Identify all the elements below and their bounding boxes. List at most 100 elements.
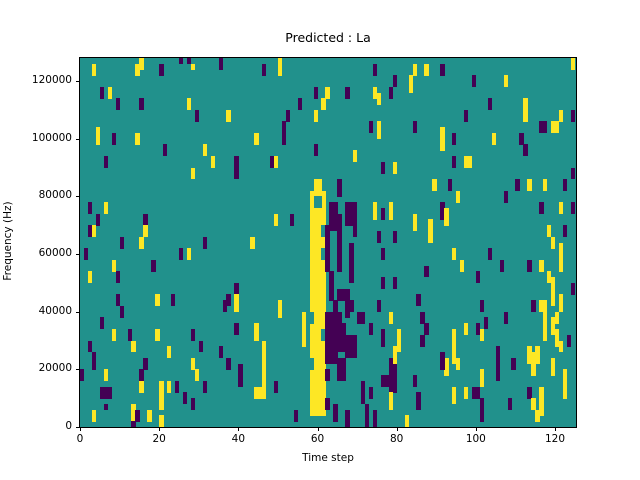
heatmap-cell [325,311,342,324]
heatmap-cell [273,156,279,168]
heatmap-cell [388,375,398,393]
heatmap-cell [218,58,223,70]
heatmap-cell [547,271,552,284]
heatmap-cell [190,398,196,411]
x-tick-label: 100 [465,433,486,445]
x-tick-mark [475,427,477,431]
heatmap-cell [388,311,394,324]
heatmap-cell [539,259,544,272]
heatmap-cell [131,403,136,422]
heatmap-cell [420,311,425,324]
heatmap-cell [503,75,508,88]
y-tick-label: 120000 [31,74,72,87]
heatmap-cell [337,357,342,376]
heatmap-cell [503,311,508,324]
heatmap-cell [503,190,508,203]
heatmap-cell [428,219,433,243]
x-tick-mark [238,427,240,431]
heatmap-cell [325,323,330,359]
heatmap-cell [535,346,540,364]
heatmap-cell [491,132,497,145]
heatmap-cell [543,179,548,191]
heatmap-cell [372,202,378,220]
heatmap-cell [558,294,564,313]
x-tick-label: 0 [76,433,84,445]
heatmap-cell [412,63,417,76]
heatmap-cell [321,98,326,111]
y-tick-label: 40000 [38,304,72,317]
heatmap-cell [210,156,215,168]
heatmap-cell [115,98,120,111]
heatmap-cell [349,242,354,284]
heatmap-cell [440,202,445,220]
heatmap-cell [325,86,330,99]
chart-title: Predicted : La [285,30,371,45]
heatmap-cell [99,317,105,330]
heatmap-cell [368,323,374,336]
heatmap-cell [190,167,196,180]
heatmap-cell [325,323,334,336]
heatmap-cell [115,271,120,284]
heatmap-cell [135,132,140,145]
heatmap-cell [408,75,413,93]
heatmap-cell [91,409,97,422]
heatmap-cell [99,386,113,399]
heatmap-cell [182,392,188,405]
heatmap-cell [186,248,192,261]
heatmap-cell [313,86,318,99]
heatmap-cell [562,386,568,399]
heatmap-cell [238,363,243,388]
heatmap-cell [372,409,378,428]
heatmap-cell [499,259,504,272]
heatmap-cell [186,58,192,65]
heatmap-cell [293,409,299,422]
heatmap-cell [285,109,291,122]
heatmap-cell [551,357,556,376]
heatmap-cell [487,98,493,111]
heatmap-cell [329,271,334,301]
heatmap-cell [139,236,144,249]
x-tick-mark [555,427,557,431]
heatmap-cell [479,398,485,422]
heatmap-cell [531,352,536,376]
heatmap-cell [495,346,500,382]
heatmap-cell [273,213,279,226]
heatmap-cell [463,323,469,336]
heatmap-cell [226,109,231,122]
heatmap-cell [254,386,263,399]
heatmap-cell [551,317,556,336]
x-tick-mark [317,427,319,431]
heatmap-cell [353,150,358,163]
heatmap-cell [111,259,116,272]
heatmap-cell [270,156,275,168]
heatmap-cell [372,86,378,99]
heatmap-cell [222,300,227,313]
heatmap-cell [175,380,180,393]
heatmap-cell [380,207,386,220]
y-tick-mark [76,254,80,256]
heatmap-cell [234,294,239,307]
heatmap-cell [167,346,172,359]
heatmap-cell [380,328,386,347]
heatmap-cell [159,63,164,76]
heatmap-cell [103,156,109,168]
heatmap-cell [325,398,330,411]
heatmap-cell [321,225,326,238]
heatmap-cell [345,334,358,359]
heatmap-cell [483,317,489,330]
heatmap-cell [388,357,398,376]
heatmap-cell [167,380,172,393]
heatmap-cell [202,236,208,249]
heatmap-cell [171,294,176,307]
heatmap-cell [487,248,493,261]
heatmap-cell [543,311,548,341]
heatmap-cell [309,311,314,324]
y-tick-mark [76,311,80,313]
heatmap-cell [190,328,196,341]
heatmap-cell [353,225,358,238]
heatmap-cell [558,202,564,215]
heatmap-cell [562,369,568,388]
heatmap-cell [479,300,485,313]
heatmap-cell [135,63,140,76]
heatmap-cell [570,167,576,180]
